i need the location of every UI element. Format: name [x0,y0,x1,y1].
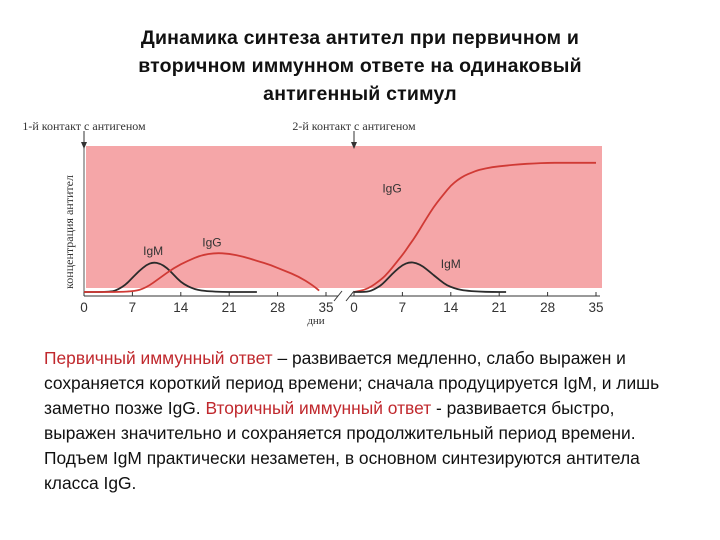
primary-response-description: – развивается медленно, слабо выражен и … [44,348,660,418]
series-label-igm: IgM [441,257,461,271]
x-tick-label: 28 [270,300,285,315]
series-label-igg: IgG [382,182,401,196]
x-tick-label: 21 [222,300,237,315]
antibody-chart: концентрация антител дни 0 7 14 21 28 35 1-й кон… [22,119,603,327]
x-tick-label: 0 [350,300,358,315]
x-tick-label: 35 [318,300,333,315]
antigen-contact-label: 2-й контакт с антигеном [292,119,416,133]
x-tick-label: 35 [588,300,603,315]
series-line-igm-panel-2 [354,261,507,293]
axis-break-mark [333,290,343,302]
antigen-contact-arrowhead [351,142,357,149]
antigen-contact-label: 1-й контакт с антигеном [22,119,146,133]
antigen-contact-arrowhead [81,142,87,149]
x-tick-label: 21 [492,300,507,315]
y-axis-label: концентрация антител [62,175,76,289]
secondary-response-description: - развивается быстро, выражен значительн… [44,398,640,493]
title-line-1: Динамика синтеза антител при первичном и [140,27,580,49]
axis-break-mark [345,290,355,302]
series-label-igm: IgM [143,244,163,258]
slide-title: Динамика синтеза антител при первичном и… [60,24,660,108]
series-line-igg-panel-1 [84,252,320,293]
caption-text: Первичный иммунный ответ – развивается м… [44,346,664,496]
series-label-igg: IgG [202,236,221,250]
title-line-3: антигенный стимул [263,83,457,105]
x-tick-label: 28 [540,300,555,315]
x-tick-label: 14 [173,300,189,315]
plot-background [86,146,602,288]
x-tick-label: 7 [399,300,407,315]
series-line-igg-panel-2 [353,161,596,293]
primary-response-term: Первичный иммунный ответ [44,348,273,368]
x-tick-label: 14 [443,300,459,315]
title-line-2: вторичном иммунном ответе на одинаковый [138,55,582,77]
series-line-igm-panel-1 [84,261,257,293]
secondary-response-term: Вторичный иммунный ответ [205,398,432,418]
x-tick-label: 0 [80,300,88,315]
x-tick-label: 7 [129,300,137,315]
x-axis-label: дни [307,315,324,327]
